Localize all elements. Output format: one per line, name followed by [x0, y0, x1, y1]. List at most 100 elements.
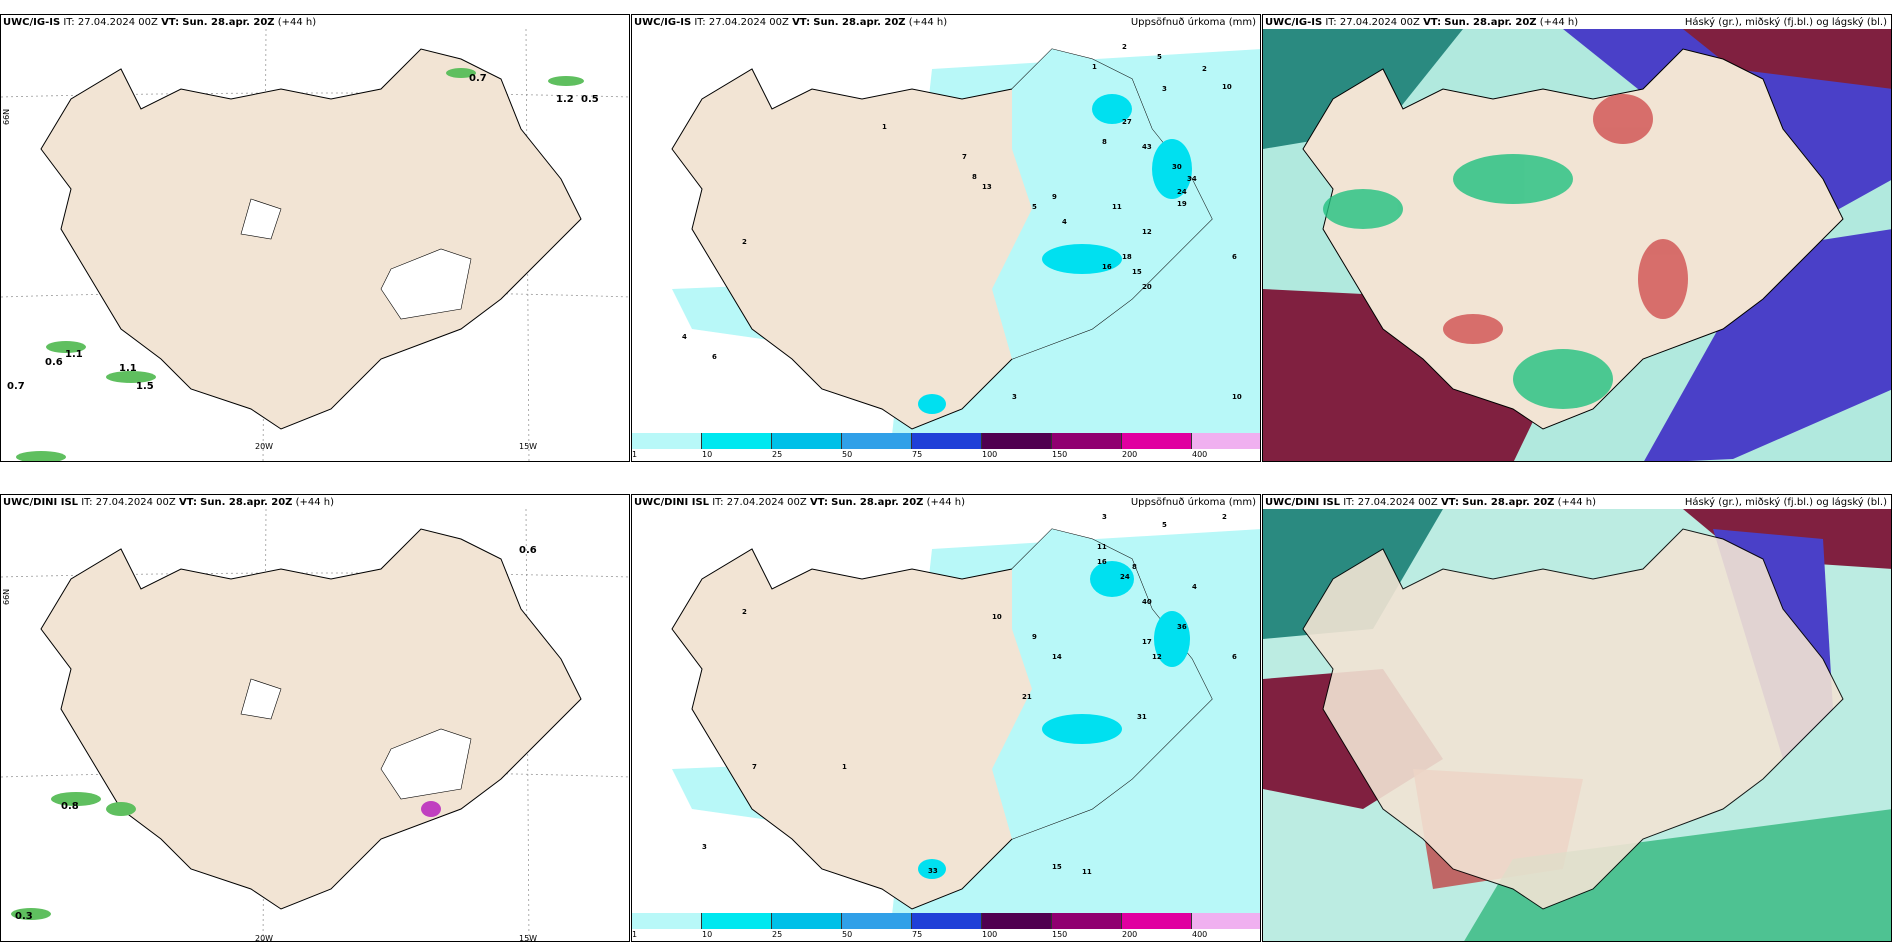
svg-text:10: 10: [1222, 83, 1232, 91]
colorbar-segment: [842, 913, 912, 929]
colorbar-segment: [1192, 433, 1260, 449]
colorbar-segment: [1192, 913, 1260, 929]
panel-subtitle: Uppsöfnuð úrkoma (mm): [1130, 17, 1256, 28]
svg-text:4: 4: [1192, 583, 1197, 591]
svg-text:33: 33: [928, 867, 938, 875]
svg-text:6: 6: [1232, 253, 1237, 261]
svg-text:20W: 20W: [255, 442, 273, 451]
svg-text:5: 5: [1032, 203, 1037, 211]
svg-text:1.1: 1.1: [65, 349, 83, 360]
map-panel-ig-wind: UWC/IG-IS IT: 27.04.2024 00Z VT: Sun. 28…: [0, 14, 630, 462]
svg-text:5: 5: [1157, 53, 1162, 61]
precip-map: 2 5 1 2 3 10 27 8 43 30 34 24 19 18 16 1…: [671, 43, 1260, 435]
svg-text:0.6: 0.6: [45, 357, 63, 368]
panel-title: UWC/IG-IS IT: 27.04.2024 00Z VT: Sun. 28…: [634, 17, 948, 28]
svg-text:20W: 20W: [255, 934, 273, 942]
colorbar-segment: [982, 913, 1052, 929]
svg-text:15W: 15W: [519, 934, 537, 942]
svg-text:66N: 66N: [2, 589, 11, 605]
svg-text:5: 5: [1162, 521, 1167, 529]
svg-text:8: 8: [1132, 563, 1137, 571]
svg-text:1.5: 1.5: [136, 381, 154, 392]
svg-text:30: 30: [1172, 163, 1182, 171]
colorbar-segment: [702, 433, 772, 449]
svg-text:3: 3: [1162, 85, 1167, 93]
colorbar-label: 25: [772, 930, 783, 939]
svg-text:1: 1: [882, 123, 887, 131]
svg-text:19: 19: [1177, 200, 1187, 208]
svg-text:1.2: 1.2: [556, 94, 574, 105]
svg-text:20: 20: [1142, 283, 1152, 291]
svg-text:9: 9: [1052, 193, 1057, 201]
svg-text:27: 27: [1122, 118, 1132, 126]
colorbar-label: 150: [1052, 930, 1068, 939]
colorbar-segment: [982, 433, 1052, 449]
svg-text:2: 2: [742, 608, 747, 616]
svg-text:24: 24: [1177, 188, 1187, 196]
svg-text:2: 2: [1202, 65, 1207, 73]
colorbar-label: 200: [1122, 930, 1138, 939]
svg-text:0.3: 0.3: [15, 911, 33, 922]
colorbar-label: 50: [842, 450, 853, 459]
colorbar-label: 10: [702, 450, 713, 459]
svg-text:7: 7: [752, 763, 757, 771]
svg-text:1.1: 1.1: [119, 363, 137, 374]
svg-text:11: 11: [1097, 543, 1107, 551]
panel-subtitle: Háský (gr.), miðský (fj.bl.) og lágský (…: [1684, 17, 1887, 28]
panel-title: UWC/DINI ISL IT: 27.04.2024 00Z VT: Sun.…: [1265, 497, 1597, 508]
cloud-map: [1263, 29, 1891, 461]
map-panel-dini-clouds: UWC/DINI ISL IT: 27.04.2024 00Z VT: Sun.…: [1262, 494, 1892, 942]
svg-text:1: 1: [842, 763, 847, 771]
svg-text:43: 43: [1142, 143, 1152, 151]
svg-text:11: 11: [1112, 203, 1122, 211]
svg-text:12: 12: [1152, 653, 1162, 661]
colorbar-segment: [632, 913, 702, 929]
svg-text:0.6: 0.6: [519, 545, 537, 556]
svg-text:16: 16: [1102, 263, 1112, 271]
colorbar-segment: [772, 433, 842, 449]
precip-colorbar: 1 10 25 50 75 100 150 200 400: [632, 913, 1260, 941]
colorbar-segment: [912, 433, 982, 449]
colorbar-label: 75: [912, 450, 923, 459]
colorbar-label: 100: [982, 930, 998, 939]
panel-title: UWC/DINI ISL IT: 27.04.2024 00Z VT: Sun.…: [3, 497, 335, 508]
svg-text:4: 4: [1062, 218, 1067, 226]
svg-text:6: 6: [712, 353, 717, 361]
colorbar-segment: [1052, 913, 1122, 929]
map-panel-ig-precip: UWC/IG-IS IT: 27.04.2024 00Z VT: Sun. 28…: [631, 14, 1261, 462]
svg-text:3: 3: [1102, 513, 1107, 521]
svg-text:66N: 66N: [2, 109, 11, 125]
wind-map: 0.7 1.2 0.5 1.1 0.6 1.1 0.7 1.5 66N 20W …: [1, 29, 629, 461]
svg-text:21: 21: [1022, 693, 1032, 701]
svg-text:3: 3: [702, 843, 707, 851]
svg-text:10: 10: [992, 613, 1002, 621]
colorbar-segment: [772, 913, 842, 929]
svg-text:40: 40: [1142, 598, 1152, 606]
colorbar-label: 100: [982, 450, 998, 459]
svg-text:8: 8: [1102, 138, 1107, 146]
svg-text:34: 34: [1187, 175, 1197, 183]
svg-text:24: 24: [1120, 573, 1130, 581]
svg-text:0.5: 0.5: [581, 94, 599, 105]
colorbar-label: 400: [1192, 930, 1208, 939]
svg-text:15: 15: [1132, 268, 1142, 276]
svg-text:15W: 15W: [519, 442, 537, 451]
svg-text:2: 2: [1222, 513, 1227, 521]
precip-map: 3 5 2 11 16 24 40 36 17 12 4 8 21 14 9 6…: [671, 513, 1260, 915]
wind-map: 0.6 0.8 0.3 66N 20W 15W: [1, 509, 629, 942]
panel-title: UWC/IG-IS IT: 27.04.2024 00Z VT: Sun. 28…: [1265, 17, 1579, 28]
svg-text:10: 10: [1232, 393, 1242, 401]
svg-text:16: 16: [1097, 558, 1107, 566]
map-panel-dini-precip: UWC/DINI ISL IT: 27.04.2024 00Z VT: Sun.…: [631, 494, 1261, 942]
colorbar-segment: [1122, 433, 1192, 449]
svg-text:36: 36: [1177, 623, 1187, 631]
svg-text:7: 7: [962, 153, 967, 161]
map-panel-dini-wind: UWC/DINI ISL IT: 27.04.2024 00Z VT: Sun.…: [0, 494, 630, 942]
svg-text:9: 9: [1032, 633, 1037, 641]
svg-text:0.7: 0.7: [469, 73, 487, 84]
map-panel-ig-clouds: UWC/IG-IS IT: 27.04.2024 00Z VT: Sun. 28…: [1262, 14, 1892, 462]
svg-text:12: 12: [1142, 228, 1152, 236]
colorbar-segment: [842, 433, 912, 449]
svg-text:1: 1: [1092, 63, 1097, 71]
precip-colorbar: 1 10 25 50 75 100 150 200 400: [632, 433, 1260, 461]
